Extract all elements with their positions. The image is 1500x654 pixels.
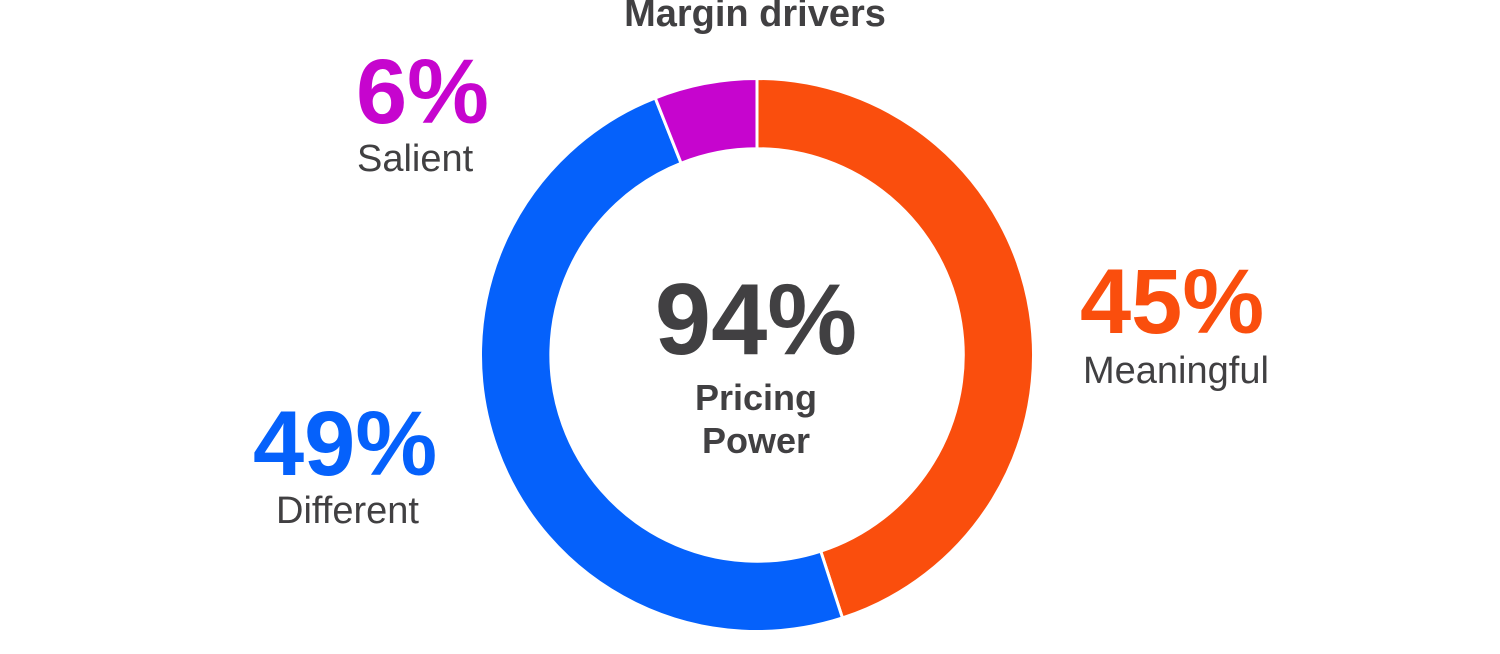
different-label: Different [276, 490, 419, 532]
center-label-line2: Power [701, 420, 811, 461]
center-label-line1: Pricing [694, 377, 818, 418]
salient-percentage: 6% [356, 41, 489, 143]
donut-segment-meaningful [755, 77, 1035, 620]
donut-center-text: 94% Pricing Power [655, 270, 857, 462]
different-percentage: 49% [253, 393, 438, 495]
meaningful-label: Meaningful [1083, 350, 1269, 392]
center-value: 94% [654, 264, 858, 376]
donut-chart [479, 77, 1035, 633]
salient-label: Salient [357, 138, 474, 180]
donut-segment-salient [653, 77, 759, 166]
donut-segment-different [479, 95, 845, 633]
meaningful-percentage: 45% [1080, 251, 1265, 353]
chart-title: Margin drivers [624, 0, 886, 35]
